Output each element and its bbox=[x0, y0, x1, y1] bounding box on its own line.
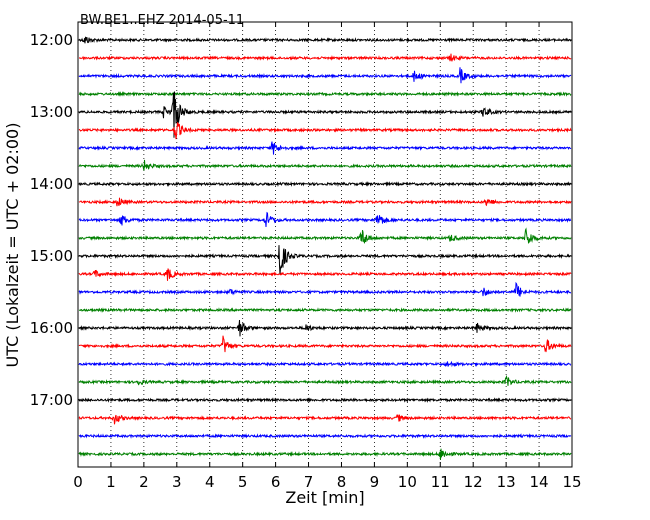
axis-ticks: 0 1 2 3 4 5 6 7 8 9 10 11 12 13 14 1512:0013:0014:0015:… bbox=[30, 22, 582, 491]
trace-1500 bbox=[78, 245, 572, 275]
trace-1245 bbox=[78, 91, 572, 97]
x-tick-label: 9 bbox=[370, 473, 380, 491]
x-tick-label: 6 bbox=[271, 473, 281, 491]
x-tick-label: 3 bbox=[172, 473, 182, 491]
x-tick-label: 4 bbox=[205, 473, 215, 491]
trace-1545 bbox=[78, 307, 572, 313]
trace-1230 bbox=[78, 67, 572, 84]
trace-1345 bbox=[78, 159, 572, 171]
y-tick-label: 15:00 bbox=[30, 247, 73, 265]
trace-1300 bbox=[78, 91, 572, 138]
x-tick-label: 8 bbox=[337, 473, 347, 491]
y-tick-label: 16:00 bbox=[30, 319, 73, 337]
x-tick-label: 2 bbox=[139, 473, 149, 491]
x-tick-label: 7 bbox=[304, 473, 314, 491]
trace-1615 bbox=[78, 335, 572, 353]
trace-1430 bbox=[78, 211, 572, 227]
x-tick-label: 0 bbox=[73, 473, 83, 491]
trace-1630 bbox=[78, 360, 572, 368]
x-tick-label: 15 bbox=[562, 473, 581, 491]
y-tick-label: 14:00 bbox=[30, 175, 73, 193]
trace-1515 bbox=[78, 268, 572, 281]
trace-1745 bbox=[78, 448, 572, 460]
trace-1315 bbox=[78, 122, 572, 140]
trace-1645 bbox=[78, 375, 572, 386]
trace-1445 bbox=[78, 227, 572, 244]
y-axis-title: UTC (Lokalzeit = UTC + 02:00) bbox=[3, 123, 22, 368]
y-tick-label: 12:00 bbox=[30, 31, 73, 49]
trace-1415 bbox=[78, 197, 572, 207]
x-tick-label: 13 bbox=[497, 473, 516, 491]
x-tick-label: 11 bbox=[431, 473, 450, 491]
trace-1730 bbox=[78, 433, 572, 439]
trace-1715 bbox=[78, 414, 572, 425]
x-tick-label: 10 bbox=[398, 473, 417, 491]
y-tick-label: 13:00 bbox=[30, 103, 73, 121]
trace-1215 bbox=[78, 53, 572, 62]
x-axis-title: Zeit [min] bbox=[285, 488, 364, 507]
trace-1400 bbox=[78, 181, 572, 187]
seismic-traces bbox=[78, 36, 572, 460]
y-tick-label: 17:00 bbox=[30, 391, 73, 409]
x-tick-label: 1 bbox=[106, 473, 116, 491]
chart-title: BW.BE1..EHZ 2014-05-11 bbox=[80, 13, 244, 28]
trace-1700 bbox=[78, 397, 572, 404]
x-tick-label: 14 bbox=[530, 473, 549, 491]
trace-1330 bbox=[78, 141, 572, 155]
x-tick-label: 5 bbox=[238, 473, 248, 491]
trace-1530 bbox=[78, 281, 572, 297]
trace-1600 bbox=[78, 319, 572, 337]
plot-frame bbox=[77, 21, 573, 468]
x-tick-label: 12 bbox=[464, 473, 483, 491]
trace-1200 bbox=[78, 36, 572, 44]
